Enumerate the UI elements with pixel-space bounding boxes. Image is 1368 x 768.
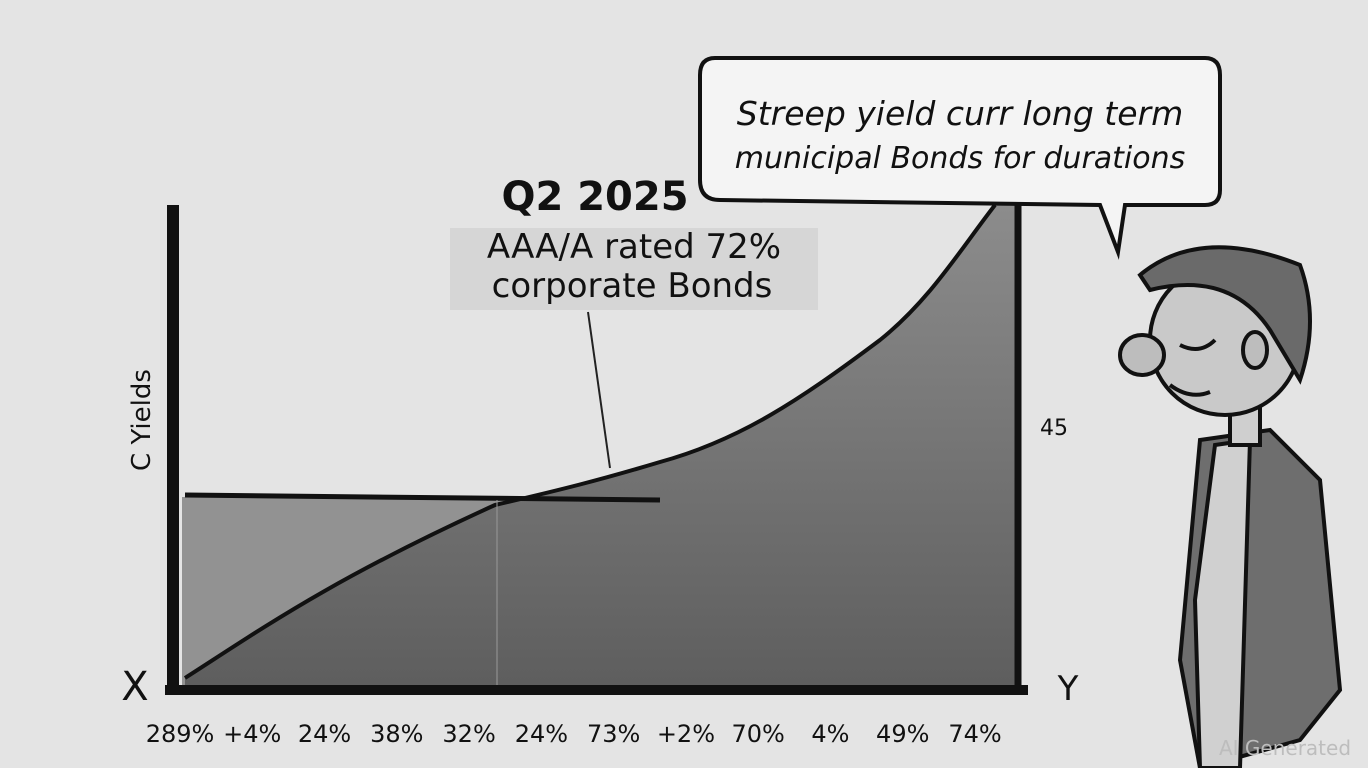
x-tick-label: 4% <box>811 720 849 748</box>
y-label: C Yields <box>127 369 157 471</box>
callout-line <box>587 311 611 469</box>
x-tick-label: +2% <box>657 720 715 748</box>
nose <box>1118 333 1166 377</box>
y-corner: Y <box>1057 669 1079 709</box>
x-tick-label: 24% <box>298 720 351 748</box>
x-tick-label: 70% <box>732 720 785 748</box>
area <box>185 205 1015 685</box>
x-tick-label: +4% <box>223 720 281 748</box>
annotation-line: corporate Bonds <box>492 266 773 306</box>
hair <box>1137 245 1312 385</box>
x-corner: X <box>121 664 148 710</box>
annotation-line: AAA/A rated 72% <box>487 227 781 267</box>
x-tick-label: 24% <box>515 720 568 748</box>
title: Q2 2025 <box>501 174 688 220</box>
x-tick-label: 49% <box>876 720 929 748</box>
character <box>1118 245 1343 768</box>
mouth <box>1168 383 1211 397</box>
ear <box>1241 330 1269 370</box>
x-tick-label: 38% <box>370 720 423 748</box>
eye <box>1179 338 1217 351</box>
right-label: 45 <box>1040 416 1068 441</box>
x-tick-label: 73% <box>587 720 640 748</box>
speech-line: Streep yield curr long term <box>737 94 1183 133</box>
x-tick-label: 74% <box>948 720 1001 748</box>
x-tick-label: 289% <box>146 720 215 748</box>
speech-bubble <box>698 56 1222 260</box>
x-tick-label: 32% <box>442 720 495 748</box>
annotation-box <box>450 228 818 310</box>
x-ticks: 289% +4% 24% 38% 32% 24% 73% +2% 70% 4% 49% 74% <box>146 720 1002 748</box>
reference-line <box>184 492 661 503</box>
curve <box>183 203 997 680</box>
watermark: AI Generated <box>1219 736 1351 760</box>
speech-line: municipal Bonds for durations <box>735 141 1186 176</box>
